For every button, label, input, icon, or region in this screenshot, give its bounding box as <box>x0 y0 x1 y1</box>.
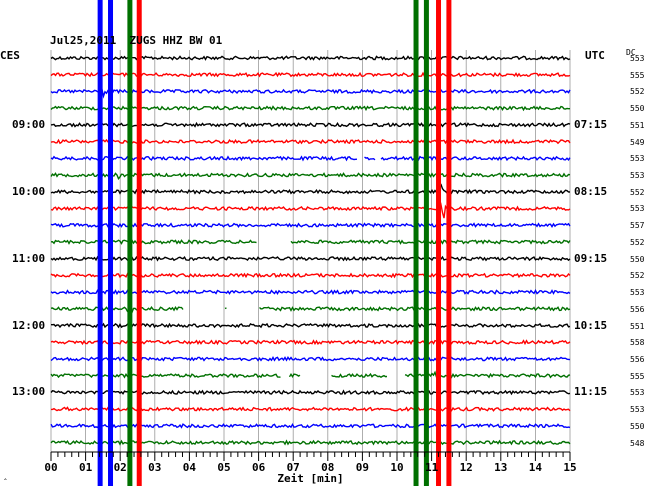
grid-lines <box>50 50 571 452</box>
dc-offset-label: 558 <box>630 338 645 348</box>
left-time-label: 11:00 <box>12 251 46 265</box>
dc-offset-label: 548 <box>630 438 645 448</box>
x-tick-label: 06 <box>252 461 266 474</box>
trace-row-19 <box>50 370 571 379</box>
x-tick-label: 10 <box>390 461 403 474</box>
dc-offset-label: 551 <box>630 321 645 331</box>
x-tick-label: 09 <box>356 461 369 474</box>
dc-offset-label: 552 <box>630 271 645 281</box>
x-tick-label: 12 <box>460 461 473 474</box>
x-tick-label: 08 <box>321 461 334 474</box>
dc-offset-label: 552 <box>630 87 645 97</box>
right-time-label: 09:15 <box>574 251 608 265</box>
right-timezone-label: UTC <box>585 49 605 62</box>
dc-offset-label: 555 <box>630 371 645 381</box>
event-markers <box>97 0 452 486</box>
right-time-label: 07:15 <box>574 117 608 131</box>
dc-offset-label: 553 <box>630 405 645 415</box>
dc-offset-label: 556 <box>630 354 645 364</box>
dc-offset-label: 552 <box>630 237 645 247</box>
dc-offset-label: 551 <box>630 120 645 130</box>
x-tick-label: 07 <box>287 461 300 474</box>
x-tick-label: 11 <box>425 461 439 474</box>
dc-offset-label: 553 <box>630 204 645 214</box>
left-timezone-label: CES <box>0 49 20 62</box>
left-time-label: 10:00 <box>12 184 46 198</box>
x-tick-label: 00 <box>44 461 57 474</box>
dc-offset-label: 549 <box>630 137 645 147</box>
dc-offset-label: 553 <box>630 171 645 181</box>
left-time-label: 13:00 <box>12 385 46 399</box>
x-tick-label: 04 <box>183 461 197 474</box>
corner-mark: ˆ <box>3 478 8 487</box>
dc-header-label: DC <box>626 48 636 57</box>
left-time-label: 09:00 <box>12 117 46 131</box>
x-tick-label: 02 <box>114 461 127 474</box>
x-tick-label: 15 <box>563 461 576 474</box>
dc-offset-label: 550 <box>630 421 645 431</box>
dc-offset-label: 553 <box>630 388 645 398</box>
right-time-label: 10:15 <box>574 318 608 332</box>
trace-row-11 <box>50 239 571 245</box>
dc-offset-label: 553 <box>630 288 645 298</box>
dc-offset-label: 556 <box>630 304 645 314</box>
dc-offset-label: 552 <box>630 187 645 197</box>
dc-offset-label: 550 <box>630 104 645 114</box>
x-tick-label: 01 <box>79 461 93 474</box>
x-tick-label: 13 <box>494 461 507 474</box>
dc-offset-label: 555 <box>630 70 645 80</box>
chart-title: Jul25,2011 ZUGS HHZ BW 01 <box>50 34 223 47</box>
right-time-label: 08:15 <box>574 184 608 198</box>
right-time-label: 11:15 <box>574 385 608 399</box>
x-axis: 00 01 02 03 04 05 06 07 08 09 10 11 12 13 14 15 Zeit [mi… <box>44 451 577 485</box>
dc-offset-label: 553 <box>630 54 645 63</box>
dc-offset-label: 553 <box>630 154 645 164</box>
x-axis-title: Zeit [min] <box>277 472 343 485</box>
x-tick-label: 14 <box>529 461 543 474</box>
x-tick-label: 05 <box>217 461 230 474</box>
x-tick-label: 03 <box>148 461 161 474</box>
dc-offset-label: 557 <box>630 221 645 231</box>
left-time-label: 12:00 <box>12 318 46 332</box>
dc-offset-label: 550 <box>630 254 645 264</box>
